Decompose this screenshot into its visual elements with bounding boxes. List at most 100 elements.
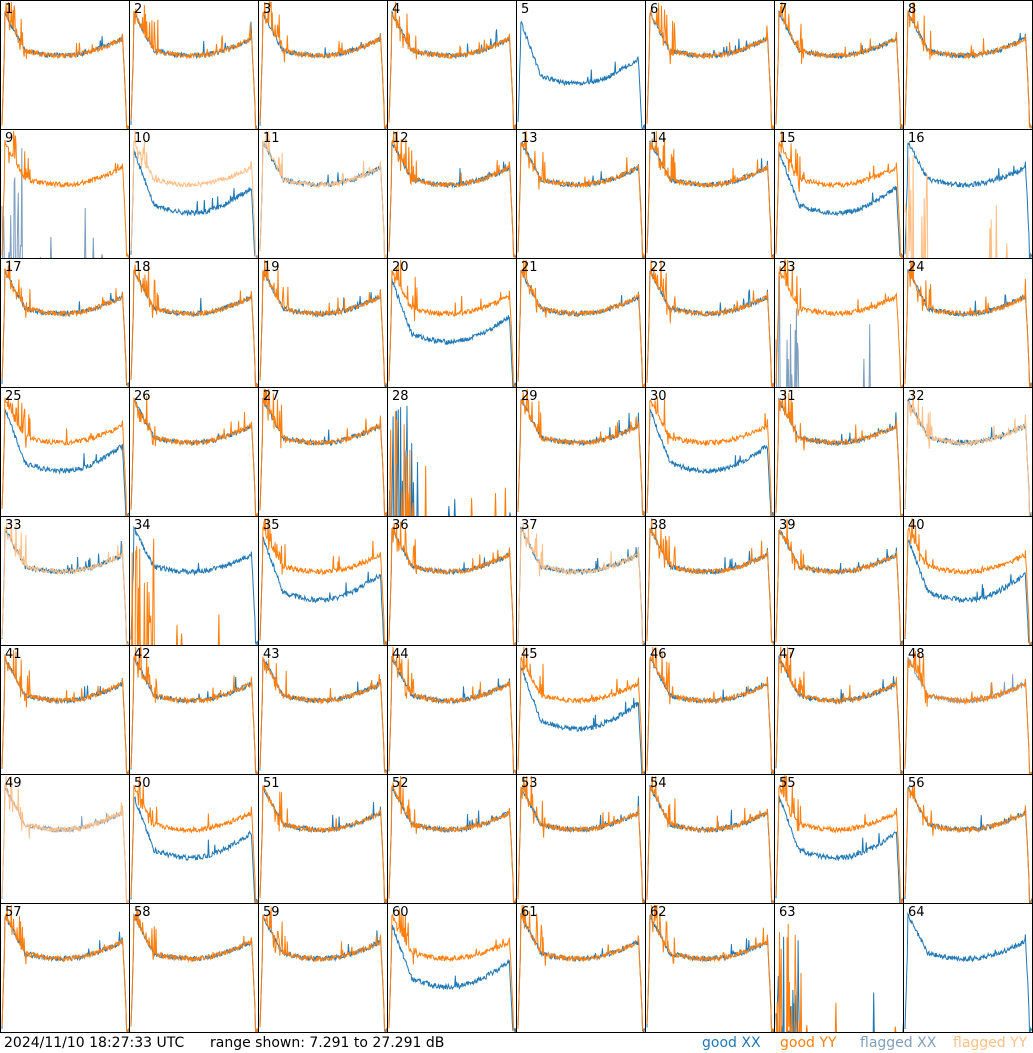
panel-plot: [388, 775, 516, 903]
series-xx: [775, 151, 903, 258]
panel-plot: [130, 646, 258, 774]
panel-plot: [259, 906, 387, 1032]
footer-bar: 2024/11/10 18:27:33 UTC range shown: 7.2…: [0, 1033, 1033, 1053]
series-yy: [775, 389, 903, 516]
series-xx: [1, 407, 129, 516]
panel-1: 1: [0, 0, 130, 130]
series-yy: [775, 775, 903, 903]
panel-number: 45: [521, 647, 538, 662]
panel-20: 20: [387, 258, 517, 388]
series-yy: [259, 517, 387, 645]
panel-53: 53: [516, 774, 646, 904]
series-yy: [259, 906, 387, 1032]
series-yy: [1, 650, 129, 774]
series-yy: [130, 395, 258, 516]
panel-number: 20: [392, 260, 409, 275]
series-xx: [646, 409, 774, 516]
panel-plot: [130, 395, 258, 516]
panel-number: 25: [5, 389, 22, 404]
panel-number: 39: [779, 518, 796, 533]
series-xx: [388, 277, 516, 387]
series-yy: [259, 259, 387, 387]
panel-3: 3: [258, 0, 388, 130]
panel-plot: [646, 904, 774, 1032]
panel-plot: [130, 264, 258, 387]
panel-18: 18: [129, 258, 259, 388]
series-xx: [130, 913, 258, 1032]
series-yy: [1, 775, 129, 903]
series-yy: [131, 538, 220, 645]
panel-plot: [646, 646, 774, 774]
panel-36: 36: [387, 516, 517, 646]
panel-number: 48: [908, 647, 925, 662]
panel-plot: [904, 259, 1032, 387]
panel-27: 27: [258, 387, 388, 517]
panel-plot: [646, 130, 774, 258]
series-xx: [259, 536, 387, 645]
panel-63: 63: [774, 903, 904, 1033]
panel-number: 16: [908, 131, 925, 146]
panel-56: 56: [903, 774, 1033, 904]
panel-number: 53: [521, 776, 538, 791]
panel-32: 32: [903, 387, 1033, 517]
panel-10: 10: [129, 129, 259, 259]
series-yy: [646, 904, 774, 1032]
panel-plot: [904, 388, 1032, 516]
series-yy: [130, 264, 258, 387]
panel-31: 31: [774, 387, 904, 517]
panel-30: 30: [645, 387, 775, 517]
panel-plot: [517, 388, 645, 516]
series-yy: [904, 651, 1032, 774]
panel-plot: [646, 397, 774, 516]
series-xx: [130, 796, 258, 903]
panel-number: 35: [263, 518, 280, 533]
panel-number: 5: [521, 2, 530, 17]
panel-plot: [259, 388, 387, 516]
panel-plot: [1, 130, 129, 258]
series-yy: [517, 775, 645, 903]
panel-13: 13: [516, 129, 646, 259]
panel-plot: [259, 785, 387, 903]
panel-50: 50: [129, 774, 259, 904]
timestamp-label: 2024/11/10 18:27:33 UTC: [4, 1035, 185, 1051]
panel-plot: [904, 911, 1032, 1032]
panel-plot: [904, 141, 1032, 258]
panel-12: 12: [387, 129, 517, 259]
series-xx: [259, 271, 387, 387]
series-xx: [904, 269, 1032, 387]
series-xx: [388, 10, 516, 129]
panel-number: 49: [5, 776, 22, 791]
series-xx: [130, 657, 258, 774]
series-yy: [517, 522, 645, 645]
panel-57: 57: [0, 903, 130, 1033]
panel-plot: [388, 130, 516, 258]
panel-number: 34: [134, 518, 151, 533]
panel-number: 22: [650, 260, 667, 275]
panel-plot: [259, 259, 387, 387]
panel-plot: [904, 517, 1032, 645]
panel-plot: [517, 20, 645, 129]
series-yy: [130, 646, 258, 774]
series-xx: [775, 275, 871, 387]
series-yy: [259, 1, 387, 129]
panel-number: 13: [521, 131, 538, 146]
panel-42: 42: [129, 645, 259, 775]
panel-number: 7: [779, 2, 788, 17]
series-yy: [517, 904, 645, 1032]
series-yy: [1, 259, 129, 387]
panel-number: 12: [392, 131, 409, 146]
series-xx: [904, 398, 1032, 516]
panel-58: 58: [129, 903, 259, 1033]
panel-plot: [1, 775, 129, 903]
panel-35: 35: [258, 516, 388, 646]
panel-number: 31: [779, 389, 796, 404]
panel-number: 19: [263, 260, 280, 275]
panel-number: 61: [521, 905, 538, 920]
series-xx: [646, 784, 774, 903]
series-yy: [130, 909, 258, 1032]
panel-23: 23: [774, 258, 904, 388]
panel-plot: [646, 517, 774, 645]
series-xx: [1, 148, 104, 258]
panel-25: 25: [0, 387, 130, 517]
